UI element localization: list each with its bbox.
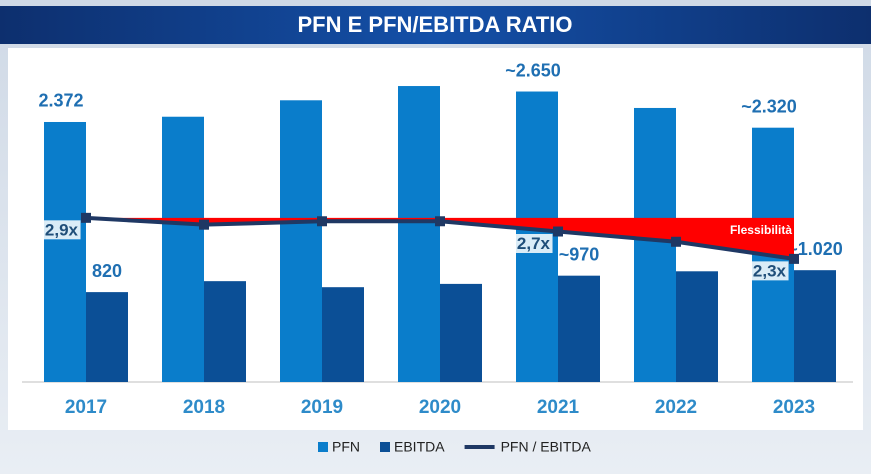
bar bbox=[398, 86, 440, 383]
flexibility-area bbox=[86, 217, 794, 259]
x-tick-label: 2023 bbox=[773, 397, 815, 418]
bar bbox=[794, 270, 836, 382]
ratio-marker bbox=[553, 226, 563, 237]
x-tick-label: 2020 bbox=[419, 397, 461, 418]
chart-title: PFN E PFN/EBITDA RATIO bbox=[298, 12, 573, 37]
bar bbox=[322, 287, 364, 382]
bar bbox=[44, 121, 86, 382]
x-tick-label: 2021 bbox=[537, 397, 580, 418]
legend-label: EBITDA bbox=[394, 439, 445, 455]
x-tick-label: 2018 bbox=[183, 397, 225, 418]
ratio-marker bbox=[789, 253, 799, 264]
legend-label: PFN bbox=[332, 439, 360, 455]
bar bbox=[280, 100, 322, 383]
ratio-marker bbox=[435, 216, 445, 227]
data-label: ~1.020 bbox=[787, 239, 843, 259]
legend-swatch bbox=[318, 442, 328, 452]
title-banner bbox=[0, 6, 871, 44]
ratio-marker bbox=[671, 236, 681, 247]
bar bbox=[204, 281, 246, 382]
ratio-label-bg bbox=[750, 261, 789, 281]
ratio-marker bbox=[81, 212, 91, 223]
data-label: ~2.320 bbox=[741, 96, 797, 116]
ratio-label-bg bbox=[514, 234, 553, 254]
data-label: ~970 bbox=[559, 244, 600, 264]
bar bbox=[676, 271, 718, 382]
data-label: 820 bbox=[92, 261, 122, 281]
x-tick-label: 2022 bbox=[655, 397, 697, 418]
bar bbox=[86, 292, 128, 382]
ratio-label: 2,9x bbox=[45, 220, 79, 239]
ratio-marker bbox=[317, 216, 327, 227]
bar bbox=[558, 275, 600, 382]
bar bbox=[634, 107, 676, 382]
x-tick-label: 2017 bbox=[65, 397, 107, 418]
data-label: ~2.650 bbox=[505, 60, 561, 80]
x-tick-label: 2019 bbox=[301, 397, 343, 418]
ratio-label: 2,7x bbox=[517, 234, 551, 253]
bar bbox=[162, 116, 204, 382]
ratio-label: 2,3x bbox=[753, 261, 787, 280]
annotation: Flessibilità bbox=[730, 223, 792, 237]
bar bbox=[440, 283, 482, 382]
ratio-label-bg bbox=[42, 220, 81, 240]
legend-swatch bbox=[380, 442, 390, 452]
legend-label: PFN / EBITDA bbox=[501, 439, 592, 455]
ratio-marker bbox=[199, 219, 209, 230]
data-label: 2.372 bbox=[38, 91, 83, 111]
